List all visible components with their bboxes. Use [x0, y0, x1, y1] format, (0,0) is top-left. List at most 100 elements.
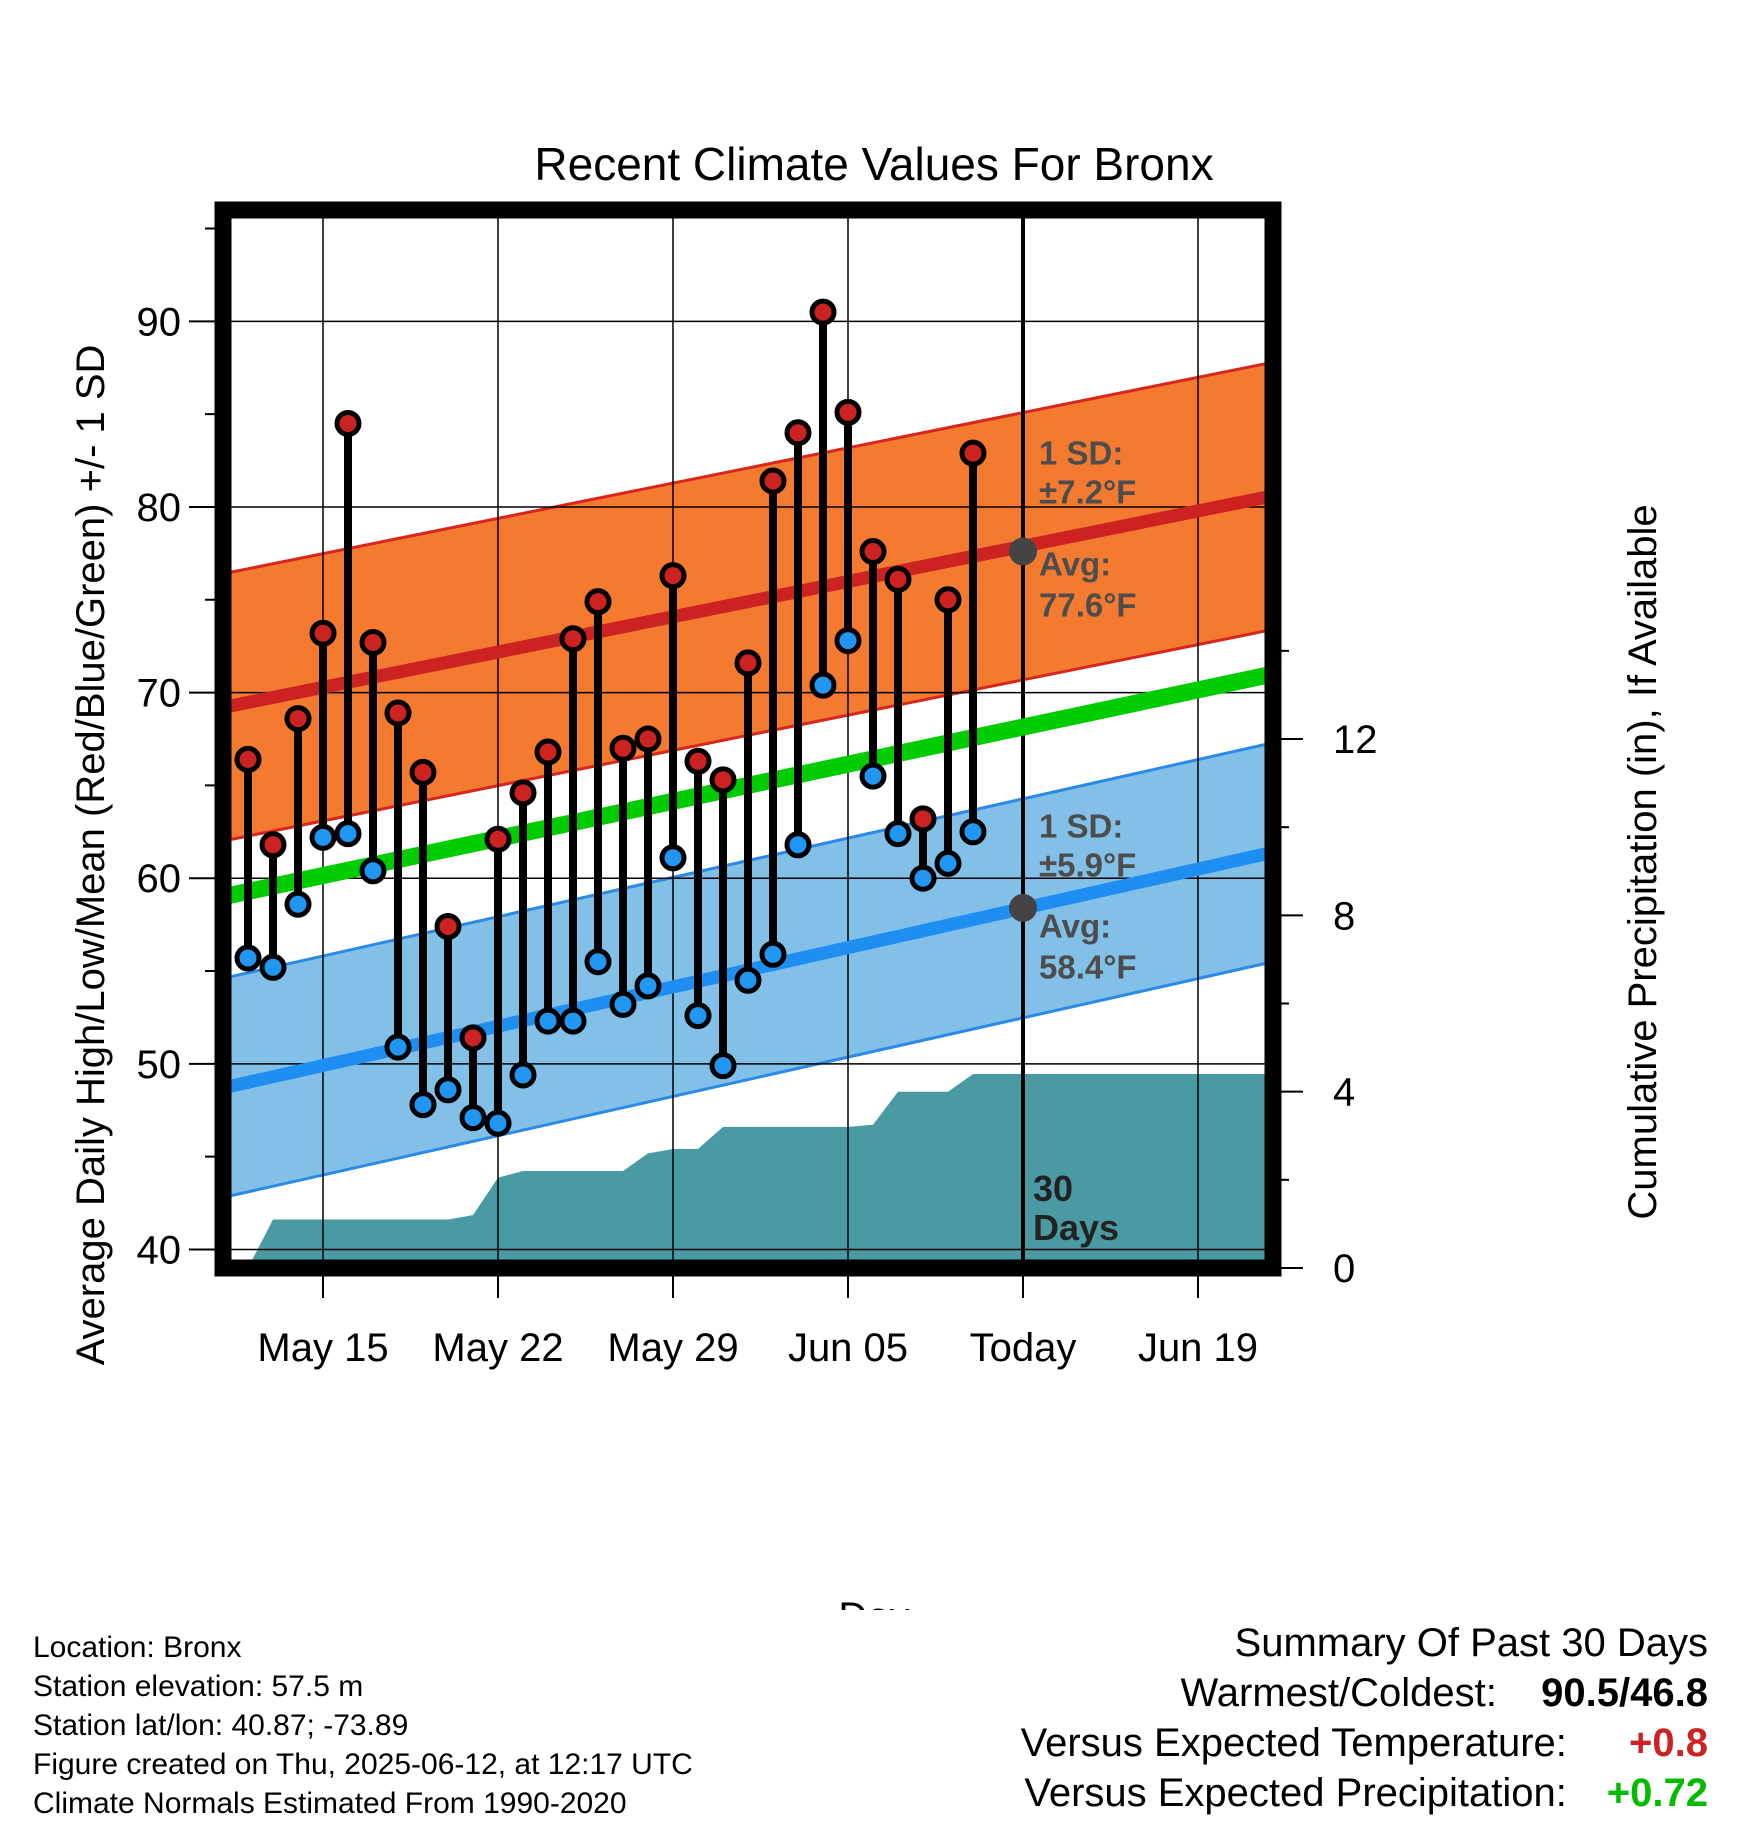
daily-low-point — [434, 1076, 462, 1104]
daily-high-point — [484, 825, 512, 853]
x-tick-label: May 22 — [432, 1326, 563, 1370]
daily-high-point — [384, 699, 412, 727]
x-axis-title: Day — [838, 1595, 909, 1610]
daily-low-point — [534, 1007, 562, 1035]
daily-high-point — [934, 586, 962, 614]
y-axis-title: Average Daily High/Low/Mean (Red/Blue/Gr… — [69, 345, 113, 1366]
daily-high-point — [959, 439, 987, 467]
daily-low-point — [759, 940, 787, 968]
daily-low-point — [709, 1052, 737, 1080]
created-text: Figure created on Thu, 2025-06-12, at 12… — [33, 1748, 693, 1781]
y2-tick-label: 12 — [1333, 718, 1378, 762]
daily-low-point — [784, 831, 812, 859]
daily-low-point — [259, 953, 287, 981]
summary-heading: Summary Of Past 30 Days — [1234, 1621, 1708, 1665]
high-sd-label: 1 SD: — [1039, 434, 1123, 471]
low-avg-value: 58.4°F — [1039, 948, 1137, 985]
daily-low-point — [409, 1091, 437, 1119]
daily-high-point — [609, 734, 637, 762]
low-sd-value: ±5.9°F — [1039, 846, 1136, 883]
daily-high-point — [834, 398, 862, 426]
normals-text: Climate Normals Estimated From 1990-2020 — [33, 1787, 627, 1820]
daily-high-point — [359, 628, 387, 656]
daily-high-point — [284, 705, 312, 733]
climate-chart: Recent Climate Values For Bronx 1 SD:±7.… — [69, 138, 1665, 1610]
plot-interior — [223, 210, 1273, 1268]
daily-low-point — [934, 849, 962, 877]
y2-tick-label: 8 — [1333, 894, 1355, 938]
y-tick-label: 80 — [137, 486, 182, 530]
daily-high-point — [584, 588, 612, 616]
daily-high-point — [309, 619, 337, 647]
x-tick-label: Today — [970, 1326, 1077, 1370]
latlon-text: Station lat/lon: 40.87; -73.89 — [33, 1709, 409, 1742]
daily-low-point — [859, 762, 887, 790]
precip-label: Versus Expected Precipitation: — [1024, 1771, 1567, 1815]
y2-tick-label: 4 — [1333, 1071, 1355, 1115]
daily-low-point — [959, 818, 987, 846]
warm-cold-value: 90.5/46.8 — [1541, 1671, 1708, 1715]
high-sd-value: ±7.2°F — [1039, 473, 1136, 510]
y-tick-label: 40 — [137, 1228, 182, 1272]
daily-low-point — [509, 1061, 537, 1089]
daily-low-point — [809, 671, 837, 699]
daily-high-point — [709, 766, 737, 794]
station-info: Location: Bronx Station elevation: 57.5 … — [33, 1628, 693, 1823]
normal-high-line — [223, 489, 1273, 714]
daily-low-point — [834, 627, 862, 655]
daily-high-point — [784, 419, 812, 447]
days-label-number: 30 — [1033, 1168, 1073, 1209]
daily-high-point — [909, 805, 937, 833]
y-tick-label: 60 — [137, 857, 182, 901]
x-tick-label: Jun 05 — [788, 1326, 908, 1370]
today-low-avg-marker — [1009, 893, 1037, 922]
temp-label: Versus Expected Temperature: — [1020, 1721, 1567, 1765]
y2-tick-label: 0 — [1333, 1247, 1355, 1291]
summary-precipitation: Versus Expected Precipitation: +0.72 — [1021, 1768, 1708, 1818]
x-tick-label: Jun 19 — [1138, 1326, 1258, 1370]
daily-high-point — [634, 725, 662, 753]
daily-high-point — [334, 409, 362, 437]
y-tick-label: 50 — [137, 1043, 182, 1087]
daily-high-point — [559, 625, 587, 653]
daily-high-point — [434, 912, 462, 940]
daily-high-point — [259, 831, 287, 859]
daily-low-point — [234, 944, 262, 972]
low-avg-label: Avg: — [1039, 908, 1111, 945]
daily-low-point — [484, 1109, 512, 1137]
daily-low-point — [334, 820, 362, 848]
daily-high-point — [234, 745, 262, 773]
elevation-text: Station elevation: 57.5 m — [33, 1670, 364, 1703]
daily-low-point — [459, 1104, 487, 1132]
daily-low-point — [734, 966, 762, 994]
low-sd-label: 1 SD: — [1039, 807, 1123, 844]
daily-low-point — [609, 990, 637, 1018]
daily-low-point — [284, 890, 312, 918]
daily-low-point — [909, 864, 937, 892]
x-tick-label: May 15 — [257, 1326, 388, 1370]
y-tick-label: 90 — [137, 300, 182, 344]
precip-value: +0.72 — [1606, 1771, 1708, 1815]
daily-low-point — [659, 844, 687, 872]
temp-value: +0.8 — [1629, 1721, 1708, 1765]
daily-high-point — [859, 538, 887, 566]
daily-low-point — [884, 820, 912, 848]
chart-title: Recent Climate Values For Bronx — [534, 138, 1213, 190]
precipitation-area — [223, 1074, 1273, 1268]
today-high-avg-marker — [1009, 537, 1037, 566]
warm-cold-label: Warmest/Coldest: — [1180, 1671, 1497, 1715]
daily-low-point — [634, 972, 662, 1000]
high-avg-value: 77.6°F — [1039, 586, 1137, 623]
daily-high-point — [409, 758, 437, 786]
summary-warm-cold: Warmest/Coldest: 90.5/46.8 — [1021, 1668, 1709, 1718]
daily-low-point — [684, 1002, 712, 1030]
daily-high-point — [809, 298, 837, 326]
summary-panel: Summary Of Past 30 Days Warmest/Coldest:… — [1021, 1618, 1708, 1818]
daily-high-point — [734, 649, 762, 677]
daily-high-point — [459, 1024, 487, 1052]
daily-low-point — [359, 857, 387, 885]
daily-high-point — [684, 747, 712, 775]
high-avg-label: Avg: — [1039, 546, 1111, 583]
daily-high-point — [884, 565, 912, 593]
